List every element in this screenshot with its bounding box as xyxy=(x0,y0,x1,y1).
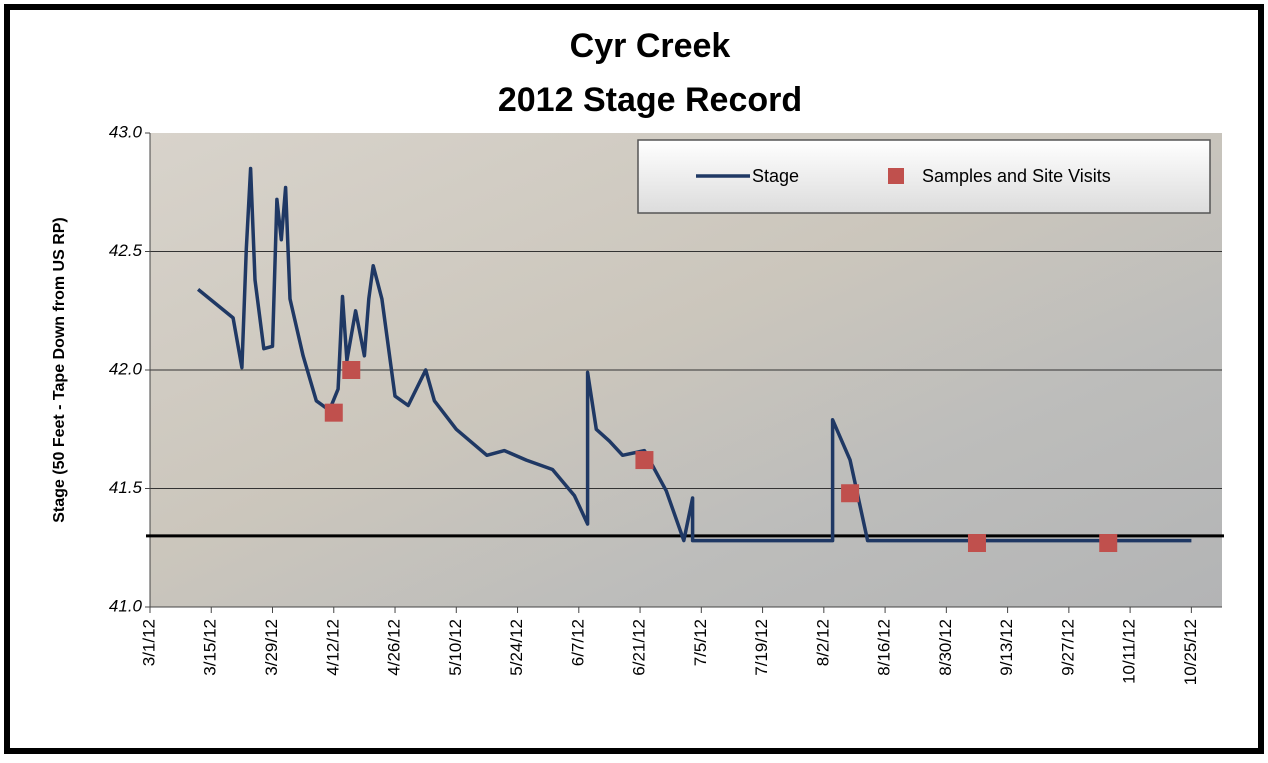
x-tick-label: 9/27/12 xyxy=(1058,619,1077,676)
y-axis-title: Stage (50 Feet - Tape Down from US RP) xyxy=(51,217,68,523)
x-tick-label: 4/26/12 xyxy=(385,619,404,676)
legend-marker xyxy=(888,168,904,184)
sample-marker xyxy=(967,534,986,553)
x-tick-label: 3/15/12 xyxy=(201,619,220,676)
chart-title: Cyr Creek xyxy=(570,27,731,65)
y-tick-label: 42.0 xyxy=(109,359,143,378)
stage-line xyxy=(196,166,1192,543)
sample-marker xyxy=(342,361,361,379)
x-tick-label: 8/30/12 xyxy=(936,619,955,676)
x-tick-label: 6/21/12 xyxy=(630,619,649,676)
x-tick-label: 5/24/12 xyxy=(507,619,526,676)
x-tick-label: 10/11/12 xyxy=(1120,619,1139,684)
x-tick-label: 10/25/12 xyxy=(1181,619,1200,685)
x-tick-label: 6/7/12 xyxy=(568,619,587,666)
x-tick-label: 8/16/12 xyxy=(875,619,894,676)
x-tick-label: 7/5/12 xyxy=(691,619,710,666)
sample-marker xyxy=(1099,534,1118,553)
y-tick-label: 41.0 xyxy=(109,596,143,615)
x-tick-label: 3/29/12 xyxy=(262,619,281,676)
legend-label: Samples and Site Visits xyxy=(922,166,1111,186)
x-tick-label: 8/2/12 xyxy=(813,619,832,666)
legend-label: Stage xyxy=(752,166,799,186)
sample-marker xyxy=(324,403,343,422)
y-tick-label: 43.0 xyxy=(109,122,143,141)
x-tick-label: 9/13/12 xyxy=(997,619,1016,676)
x-tick-label: 5/10/12 xyxy=(446,619,465,676)
x-tick-label: 4/12/12 xyxy=(323,619,342,676)
sample-marker xyxy=(841,484,860,503)
y-tick-label: 41.5 xyxy=(109,478,143,497)
x-tick-label: 3/1/12 xyxy=(139,619,158,666)
y-tick-label: 42.5 xyxy=(109,241,143,260)
x-tick-label: 7/19/12 xyxy=(752,619,771,676)
sample-marker xyxy=(635,451,654,470)
chart-title: 2012 Stage Record xyxy=(498,81,802,119)
